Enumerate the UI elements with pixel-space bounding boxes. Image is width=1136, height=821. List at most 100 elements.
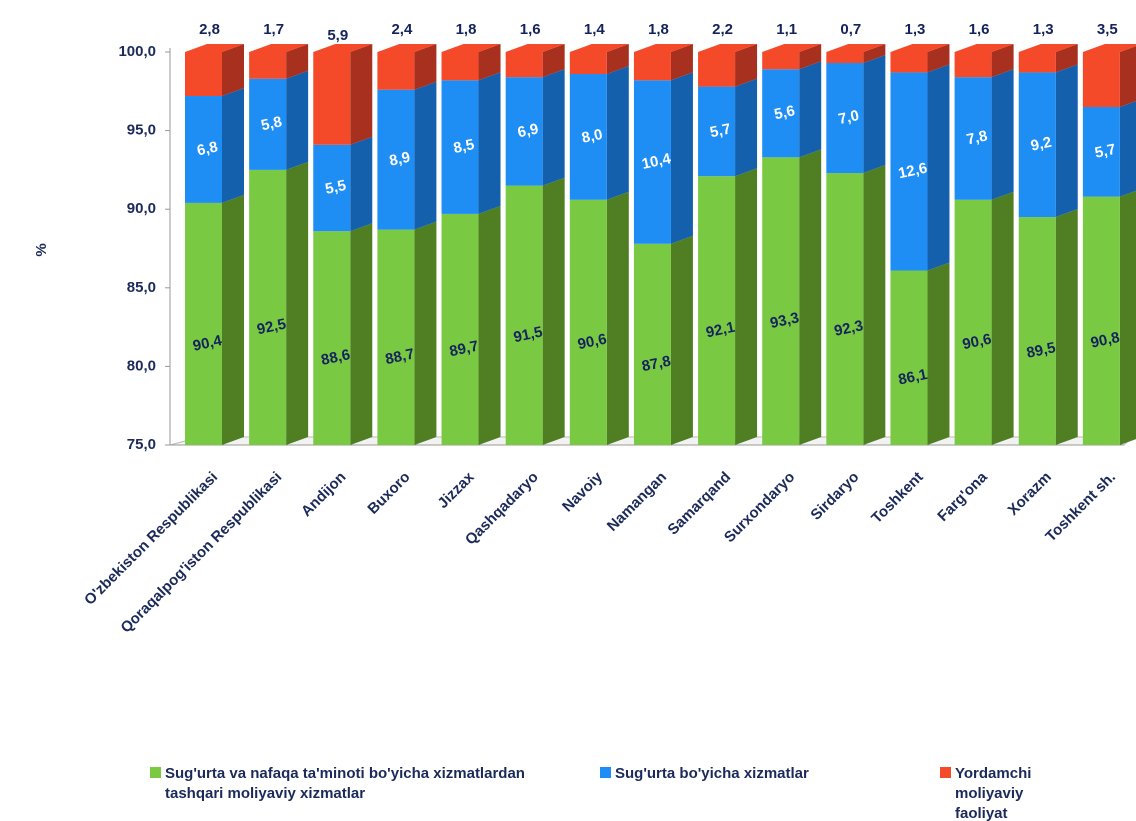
legend-item: Sug'urta va nafaqa ta'minoti bo'yicha xi… xyxy=(150,764,570,804)
bar-side xyxy=(286,161,309,445)
bar-side xyxy=(1055,209,1078,445)
value-label: 1,8 xyxy=(456,21,477,38)
bar-top xyxy=(1082,44,1136,52)
value-label: 1,3 xyxy=(1033,21,1054,38)
y-tick-label: 90,0 xyxy=(127,200,156,217)
legend: Sug'urta va nafaqa ta'minoti bo'yicha xi… xyxy=(150,764,1136,821)
bar-segment xyxy=(569,52,607,75)
value-label: 1,6 xyxy=(969,21,990,38)
value-label: 9,2 xyxy=(1029,134,1053,155)
bar-side xyxy=(735,44,758,87)
bar-segment xyxy=(826,63,864,174)
x-tick-label: Samarqand xyxy=(664,469,734,539)
bar-side xyxy=(670,235,693,445)
bar-top xyxy=(249,44,309,52)
value-label: 6,8 xyxy=(195,138,219,159)
bar-segment xyxy=(249,52,287,79)
legend-label: Sug'urta bo'yicha xizmatlar xyxy=(615,765,809,782)
y-tick-label: 80,0 xyxy=(127,357,156,374)
bar-side xyxy=(991,44,1014,78)
bar-segment xyxy=(954,52,992,78)
bar-segment xyxy=(313,231,351,445)
bar-segment xyxy=(441,213,479,445)
bar-side xyxy=(286,44,309,79)
value-label: 8,0 xyxy=(580,126,604,147)
bar-side xyxy=(414,221,437,445)
bar-segment xyxy=(762,157,800,445)
bar-segment xyxy=(505,77,543,186)
bar-side xyxy=(1119,101,1136,197)
bar-segment xyxy=(377,52,415,90)
bar-segment xyxy=(313,52,351,145)
bar-segment xyxy=(890,52,928,73)
value-label: 7,8 xyxy=(965,127,989,148)
bar-segment xyxy=(1082,196,1120,445)
bar-side xyxy=(799,149,822,445)
bar-side xyxy=(670,44,693,81)
bar-segment xyxy=(249,169,287,445)
bar-top xyxy=(505,44,565,52)
bar-top xyxy=(826,44,886,52)
value-label: 8,9 xyxy=(388,149,412,170)
legend-label: Sug'urta va nafaqa ta'minoti bo'yicha xi… xyxy=(165,765,525,802)
value-label: 1,4 xyxy=(584,21,606,38)
bar-side xyxy=(927,44,950,73)
bar-segment xyxy=(698,176,736,446)
value-label: 12,6 xyxy=(897,160,929,183)
value-label: 88,6 xyxy=(320,346,352,369)
bar-side xyxy=(1119,46,1136,108)
value-label: 8,5 xyxy=(452,136,476,157)
value-label: 6,9 xyxy=(516,120,540,141)
legend-swatch xyxy=(940,767,951,778)
bar-segment xyxy=(762,69,800,158)
value-label: 93,3 xyxy=(769,309,801,332)
bar-side xyxy=(735,78,758,177)
x-tick-label: Andijon xyxy=(298,469,349,520)
x-tick-label: Namangan xyxy=(604,469,670,535)
x-tick-label: Buxoro xyxy=(364,469,413,518)
y-tick-label: 95,0 xyxy=(127,122,156,139)
bar-segment xyxy=(185,202,222,445)
value-label: 90,6 xyxy=(576,331,608,354)
bar-segment xyxy=(1018,72,1056,218)
bar-side xyxy=(414,44,437,90)
bar-top xyxy=(185,44,244,52)
value-label: 92,5 xyxy=(255,316,287,339)
bar-side xyxy=(799,61,822,158)
value-label: 89,5 xyxy=(1025,339,1057,362)
value-label: 3,5 xyxy=(1097,21,1118,38)
bar-segment xyxy=(762,52,800,70)
value-label: 89,7 xyxy=(448,338,480,361)
bar-segment xyxy=(1082,107,1120,197)
bar-side xyxy=(991,191,1014,445)
value-label: 90,6 xyxy=(961,331,993,354)
bar-segment xyxy=(633,52,671,81)
legend-label: Yordamchi moliyaviy faoliyat xyxy=(955,765,1032,821)
bar-side xyxy=(927,262,950,445)
bar-segment xyxy=(954,77,992,200)
bar-segment xyxy=(569,74,607,200)
legend-swatch xyxy=(600,767,611,778)
bar-segment xyxy=(505,52,543,78)
value-label: 90,8 xyxy=(1089,329,1121,352)
bar-segment xyxy=(890,270,928,445)
bar-side xyxy=(1119,190,1136,445)
value-label: 5,5 xyxy=(324,177,348,198)
y-tick-label: 75,0 xyxy=(127,436,156,453)
value-label: 92,1 xyxy=(704,319,736,342)
x-tick-label: Toshkent xyxy=(868,469,926,527)
value-label: 10,4 xyxy=(640,150,673,173)
x-tick-label: Jizzax xyxy=(434,468,478,512)
value-label: 1,6 xyxy=(520,21,541,38)
bar-side xyxy=(222,194,244,445)
bar-side xyxy=(670,72,693,244)
bar-top xyxy=(698,44,758,52)
value-label: 88,7 xyxy=(384,345,416,368)
x-tick-label: Xorazm xyxy=(1005,469,1055,519)
bar-segment xyxy=(698,86,736,177)
bar-side xyxy=(799,44,822,70)
value-label: 1,1 xyxy=(776,21,797,38)
bar-side xyxy=(350,44,373,145)
bar-segment xyxy=(1018,217,1056,445)
